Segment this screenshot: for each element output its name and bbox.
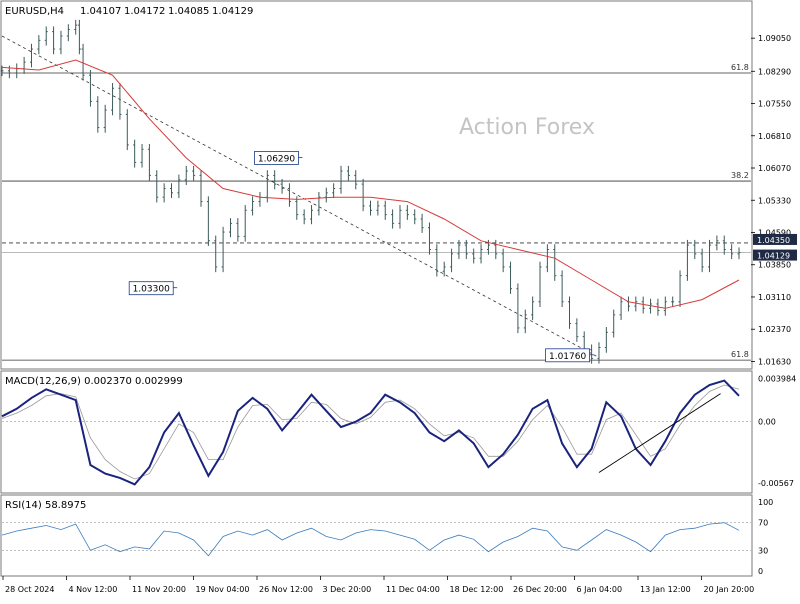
annotation-box-0	[254, 151, 299, 165]
macd-y-tick-1: 0.00	[758, 418, 776, 427]
price-y-tick-3: 1.06810	[758, 132, 791, 141]
price-label-box-1	[753, 249, 797, 261]
rsi-panel-frame	[0, 494, 753, 577]
rsi-y-tick-0: 100	[758, 498, 773, 507]
ohlc-low: 1.04085	[168, 6, 209, 17]
macd-panel-frame	[0, 370, 753, 494]
x-tick-label-6: 11 Dec 04:00	[386, 585, 440, 594]
price-trendline	[1, 35, 600, 358]
fib-label-2: 61.8	[731, 350, 749, 359]
price-y-tick-8: 1.03110	[758, 293, 791, 302]
macd-layer	[1, 379, 751, 486]
rsi-y-tick-3: 0	[758, 567, 763, 576]
rsi-panel-title: RSI(14) 58.8975	[5, 500, 86, 511]
x-tick-label-2: 11 Nov 20:00	[132, 585, 186, 594]
price-y-tick-1: 1.08290	[758, 67, 791, 76]
fib-label-1: 38.2	[731, 171, 749, 180]
price-panel-title: EURUSD,H4	[5, 6, 64, 17]
price-y-tick-0: 1.09050	[758, 34, 791, 43]
price-y-tick-6: 1.04590	[758, 228, 791, 237]
watermark: Action Forex	[459, 115, 595, 140]
annotation-label-2: 1.01760	[549, 352, 586, 362]
price-label-0: 1.04350	[757, 236, 790, 245]
x-tick-label-8: 26 Dec 20:00	[513, 585, 567, 594]
macd-y-tick-2: -0.00567	[758, 479, 794, 488]
macd-trendline	[598, 393, 721, 473]
macd-signal-line	[1, 384, 740, 480]
x-tick-label-4: 26 Nov 12:00	[259, 585, 313, 594]
x-tick-label-1: 4 Nov 12:00	[69, 585, 118, 594]
rsi-line	[1, 522, 740, 557]
x-tick-label-7: 18 Dec 12:00	[450, 585, 504, 594]
price-y-tick-7: 1.03850	[758, 261, 791, 270]
x-tick-label-9: 6 Jan 04:00	[577, 585, 623, 594]
macd-y-tick-0: 0.003984	[758, 375, 796, 384]
x-tick-label-10: 13 Jan 12:00	[640, 585, 691, 594]
price-layer: 61.8 38.2 61.8 1.06290 1.03300 1.01760	[0, 19, 751, 364]
x-tick-label-5: 3 Dec 20:00	[323, 585, 372, 594]
ohlc-open: 1.04107	[80, 6, 121, 17]
annotation-label-1: 1.03300	[133, 285, 170, 295]
price-label-1: 1.04129	[757, 252, 790, 261]
price-y-tick-4: 1.06070	[758, 164, 791, 173]
rsi-layer	[1, 522, 751, 557]
x-tick-label-3: 19 Nov 04:00	[196, 585, 250, 594]
moving-average-line	[1, 59, 740, 309]
price-y-tick-5: 1.05330	[758, 196, 791, 205]
ohlc-close: 1.04129	[212, 6, 253, 17]
price-panel-frame	[0, 0, 753, 370]
ohlc-high: 1.04172	[124, 6, 165, 17]
annotation-box-2	[545, 348, 590, 363]
rsi-y-tick-1: 70	[758, 519, 768, 528]
macd-panel-title: MACD(12,26,9) 0.002370 0.002999	[5, 376, 183, 387]
x-tick-label-11: 20 Jan 20:00	[704, 585, 755, 594]
axis-layer: 1.09050 1.08290 1.07550 1.06810 1.06070 1.053…	[2, 34, 797, 594]
x-tick-label-0: 28 Oct 2024	[5, 585, 54, 594]
price-y-tick-10: 1.01630	[758, 357, 791, 366]
rsi-y-tick-2: 30	[758, 546, 768, 555]
price-y-tick-9: 1.02370	[758, 325, 791, 334]
macd-line	[1, 379, 740, 486]
annotation-label-0: 1.06290	[258, 154, 295, 164]
fib-label-0: 61.8	[731, 63, 749, 72]
price-y-tick-2: 1.07550	[758, 100, 791, 109]
annotation-box-1	[128, 281, 174, 296]
price-label-box-0	[753, 233, 797, 245]
